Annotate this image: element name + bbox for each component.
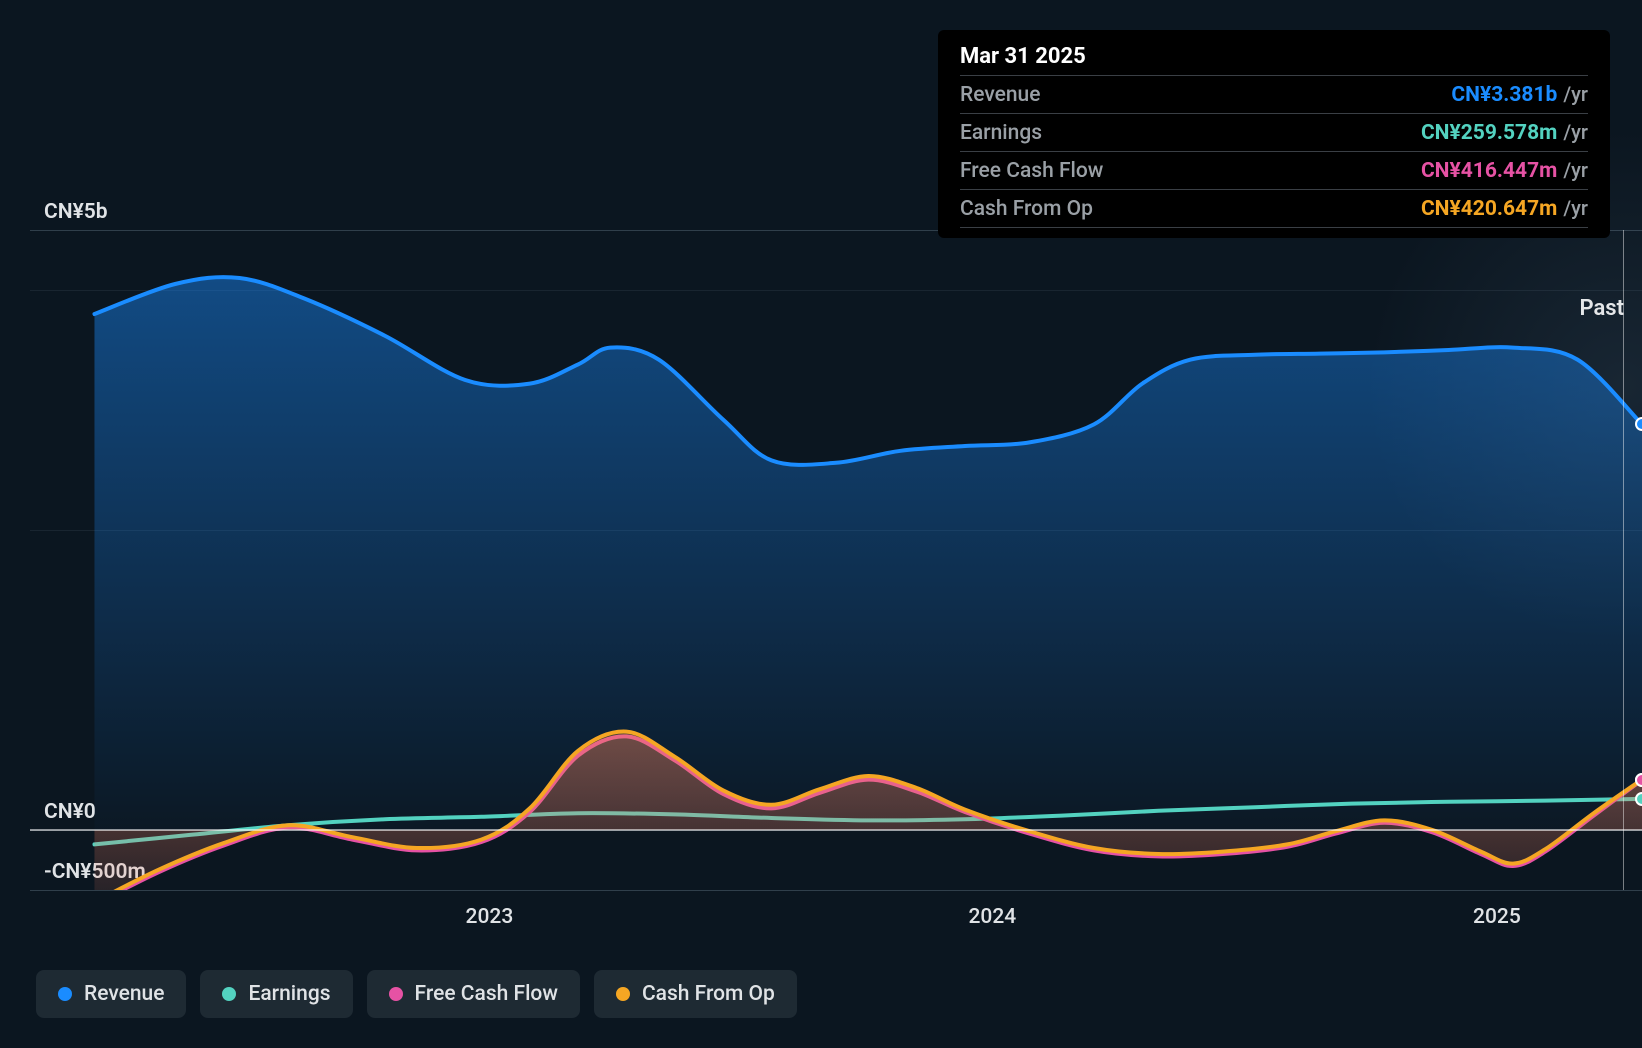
series-area-revenue <box>94 277 1642 830</box>
tooltip-suffix: /yr <box>1563 120 1588 144</box>
tooltip-key: Cash From Op <box>960 197 1421 221</box>
tooltip-key: Revenue <box>960 83 1451 107</box>
tooltip-value: CN¥416.447m <box>1421 159 1557 183</box>
legend-label: Free Cash Flow <box>415 982 558 1006</box>
plot-border <box>30 890 1642 891</box>
legend-dot-icon <box>58 987 72 1001</box>
tooltip: Mar 31 2025 RevenueCN¥3.381b/yrEarningsC… <box>938 30 1610 238</box>
tooltip-value: CN¥420.647m <box>1421 197 1557 221</box>
legend-item-revenue[interactable]: Revenue <box>36 970 186 1018</box>
chart-container: CN¥5bCN¥0-CN¥500m 202320242025 Past Mar … <box>0 0 1642 1048</box>
legend-label: Revenue <box>84 982 164 1006</box>
legend-dot-icon <box>222 987 236 1001</box>
tooltip-suffix: /yr <box>1563 82 1588 106</box>
past-region-label: Past <box>1579 296 1624 321</box>
tooltip-rows: RevenueCN¥3.381b/yrEarningsCN¥259.578m/y… <box>960 75 1588 228</box>
tooltip-row: Free Cash FlowCN¥416.447m/yr <box>960 151 1588 189</box>
end-marker-fcf <box>1635 773 1642 787</box>
tooltip-value: CN¥3.381b <box>1451 83 1557 107</box>
legend-label: Earnings <box>248 982 330 1006</box>
cursor-line <box>1623 230 1624 890</box>
legend-dot-icon <box>616 987 630 1001</box>
tooltip-key: Earnings <box>960 121 1421 145</box>
chart-plot[interactable] <box>30 230 1642 890</box>
legend-item-fcf[interactable]: Free Cash Flow <box>367 970 580 1018</box>
tooltip-row: RevenueCN¥3.381b/yr <box>960 75 1588 113</box>
tooltip-suffix: /yr <box>1563 196 1588 220</box>
legend-item-cfo[interactable]: Cash From Op <box>594 970 797 1018</box>
legend-label: Cash From Op <box>642 982 775 1006</box>
legend: Revenue Earnings Free Cash Flow Cash From O… <box>36 970 797 1018</box>
x-axis-tick-label: 2023 <box>466 905 514 929</box>
tooltip-suffix: /yr <box>1563 158 1588 182</box>
legend-dot-icon <box>389 987 403 1001</box>
x-axis-tick-label: 2024 <box>968 905 1016 929</box>
end-marker-earnings <box>1635 792 1642 806</box>
tooltip-row: Cash From OpCN¥420.647m/yr <box>960 189 1588 228</box>
tooltip-row: EarningsCN¥259.578m/yr <box>960 113 1588 151</box>
y-axis-tick-label: CN¥5b <box>44 200 108 224</box>
tooltip-date: Mar 31 2025 <box>960 44 1588 69</box>
end-marker-revenue <box>1635 417 1642 431</box>
legend-item-earnings[interactable]: Earnings <box>200 970 352 1018</box>
x-axis-tick-label: 2025 <box>1473 905 1521 929</box>
tooltip-value: CN¥259.578m <box>1421 121 1557 145</box>
tooltip-key: Free Cash Flow <box>960 159 1421 183</box>
